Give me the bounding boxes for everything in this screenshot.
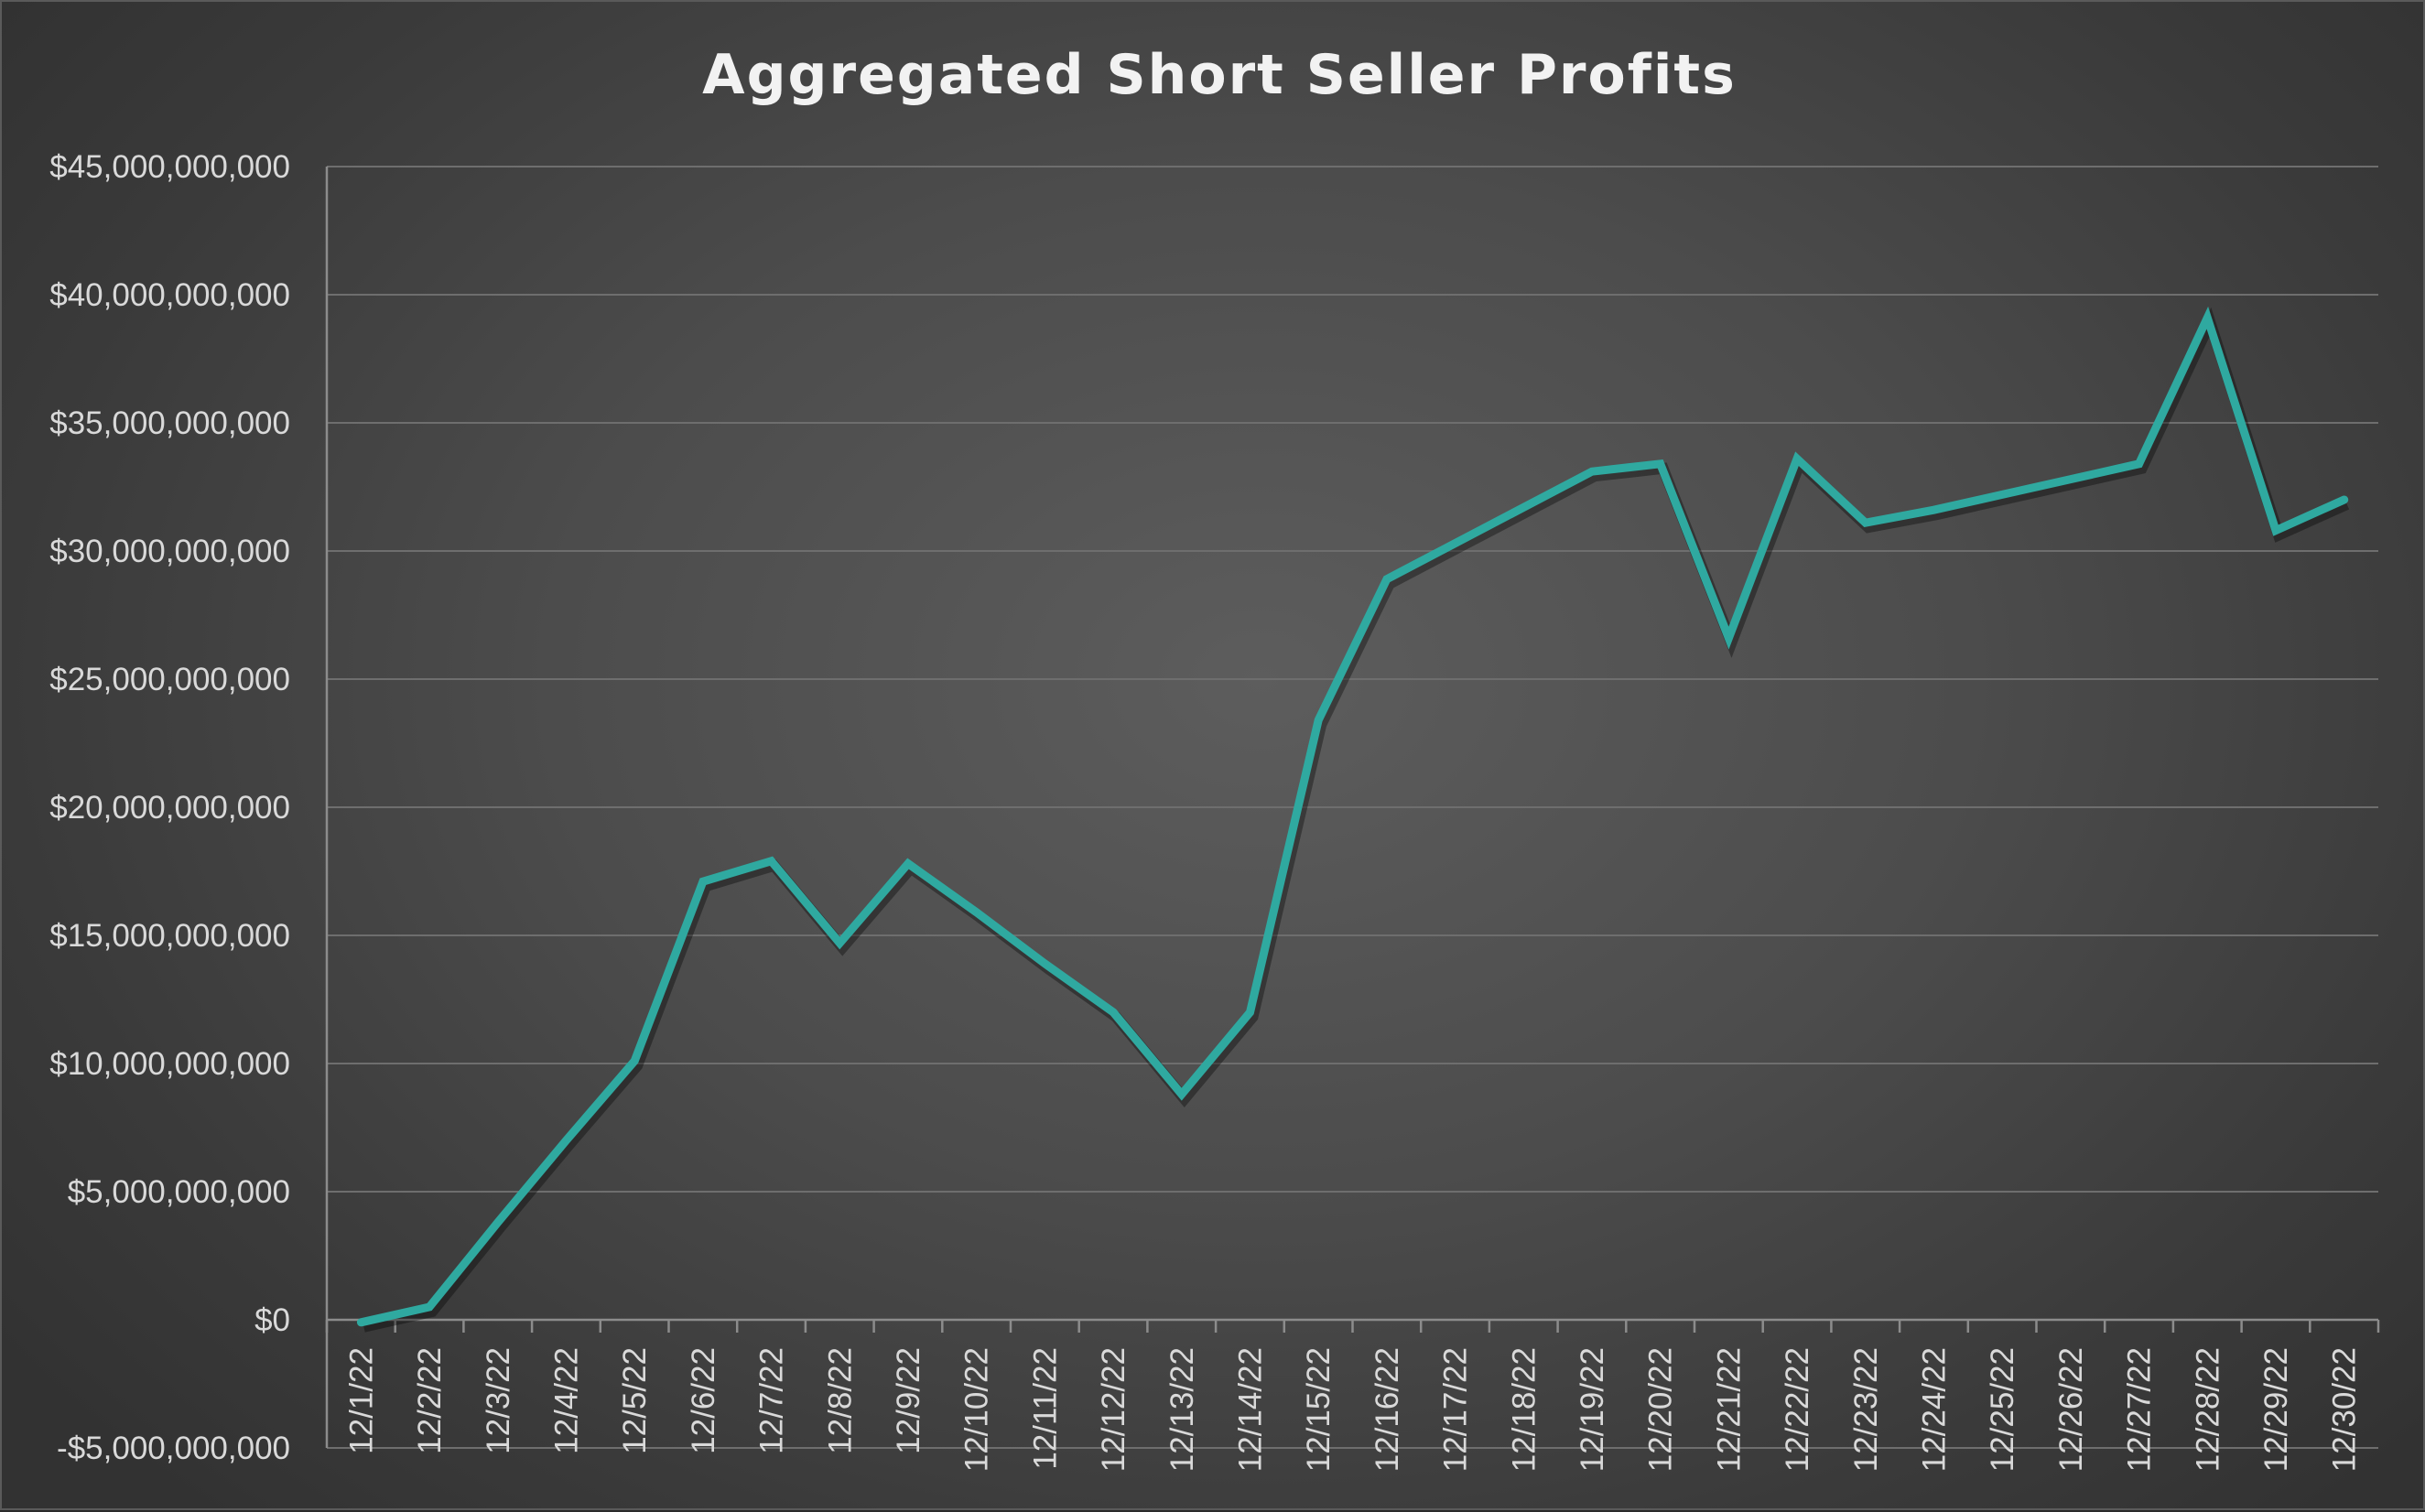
x-tick-label: 12/4/22	[548, 1347, 584, 1454]
data-point	[2068, 477, 2073, 481]
data-point	[1179, 1092, 1184, 1096]
x-tick-label: 12/14/22	[1232, 1347, 1268, 1472]
data-point	[838, 941, 842, 945]
x-axis-tick-labels: 12/1/22 12/2/22 12/3/22 12/4/22 12/5/22 12/6/…	[343, 1347, 2362, 1472]
data-point	[905, 861, 910, 866]
x-tick-label: 12/18/22	[1506, 1347, 1542, 1472]
x-tick-label: 12/1/22	[343, 1347, 379, 1454]
data-point	[1248, 1010, 1252, 1014]
x-tick-label: 12/6/22	[686, 1347, 721, 1454]
data-point	[1863, 521, 1867, 525]
data-point	[2137, 461, 2141, 466]
x-tick-label: 12/26/22	[2053, 1347, 2089, 1472]
data-point	[495, 1220, 500, 1225]
series-line	[356, 306, 2349, 1327]
x-tick-label: 12/28/22	[2190, 1347, 2225, 1472]
x-tick-label: 12/12/22	[1096, 1347, 1131, 1472]
x-tick-label: 12/10/22	[959, 1347, 995, 1472]
y-tick-label: $45,000,000,000	[49, 149, 290, 185]
data-point	[2342, 498, 2346, 502]
x-tick-label: 12/2/22	[412, 1347, 448, 1454]
chart-title: Aggregated Short Seller Profits	[702, 43, 1737, 107]
x-tick-label: 12/29/22	[2258, 1347, 2294, 1472]
x-tick-label: 12/19/22	[1575, 1347, 1610, 1472]
x-tick-label: 12/16/22	[1369, 1347, 1405, 1472]
y-tick-label: $20,000,000,000	[49, 790, 290, 826]
data-point	[1453, 541, 1457, 545]
data-point	[564, 1139, 568, 1142]
data-point	[1658, 461, 1662, 466]
series-line-shadow	[363, 307, 2350, 1333]
x-tick-label: 12/25/22	[1985, 1347, 2020, 1472]
data-point	[1521, 505, 1526, 510]
series-layer	[356, 306, 2350, 1333]
data-point	[1589, 470, 1594, 474]
data-point	[1043, 961, 1047, 966]
y-tick-label: $35,000,000,000	[49, 405, 290, 441]
data-point	[1384, 577, 1389, 581]
axes	[325, 167, 2380, 1448]
x-tick-label: 12/23/22	[1848, 1347, 1884, 1472]
y-tick-label: $5,000,000,000	[68, 1174, 290, 1210]
y-axis-tick-labels: $45,000,000,000 $40,000,000,000 $35,000,00…	[49, 149, 290, 1466]
x-tick-label: 12/5/22	[617, 1347, 653, 1454]
gridlines	[327, 166, 2378, 1449]
data-point	[428, 1305, 432, 1309]
y-tick-label: $30,000,000,000	[49, 534, 290, 569]
data-point	[769, 859, 774, 863]
x-tick-label: 12/21/22	[1711, 1347, 1747, 1472]
data-point	[2000, 492, 2005, 497]
y-tick-label: $10,000,000,000	[49, 1046, 290, 1082]
data-point	[2273, 528, 2278, 533]
data-point	[700, 880, 705, 884]
x-tick-label: 12/9/22	[891, 1347, 926, 1454]
data-point	[1932, 508, 1936, 513]
data-point	[1795, 457, 1800, 461]
x-tick-label: 12/20/22	[1643, 1347, 1679, 1472]
y-tick-label: $0	[254, 1302, 290, 1338]
x-tick-label: 12/30/22	[2327, 1347, 2363, 1472]
x-tick-label: 12/13/22	[1164, 1347, 1200, 1472]
x-tick-label: 12/8/22	[822, 1347, 858, 1454]
y-tick-label: $25,000,000,000	[49, 662, 290, 697]
data-point	[974, 910, 979, 914]
x-tick-label: 12/17/22	[1438, 1347, 1474, 1472]
data-point	[1111, 1010, 1116, 1014]
x-tick-label: 12/15/22	[1301, 1347, 1337, 1472]
x-tick-label: 12/3/22	[481, 1347, 516, 1454]
y-tick-label: -$5,000,000,000	[57, 1431, 290, 1466]
x-tick-label: 12/27/22	[2122, 1347, 2158, 1472]
data-point	[633, 1059, 637, 1064]
x-tick-label: 12/24/22	[1916, 1347, 1952, 1472]
x-tick-label: 12/7/22	[754, 1347, 790, 1454]
data-point	[2205, 316, 2210, 320]
x-tick-label: 12/22/22	[1780, 1347, 1815, 1472]
data-point	[359, 1320, 363, 1324]
y-tick-label: $15,000,000,000	[49, 918, 290, 954]
y-tick-label: $40,000,000,000	[49, 277, 290, 313]
data-point	[1727, 636, 1731, 641]
data-point	[1316, 718, 1321, 722]
x-tick-label: 12/11/22	[1027, 1347, 1063, 1470]
